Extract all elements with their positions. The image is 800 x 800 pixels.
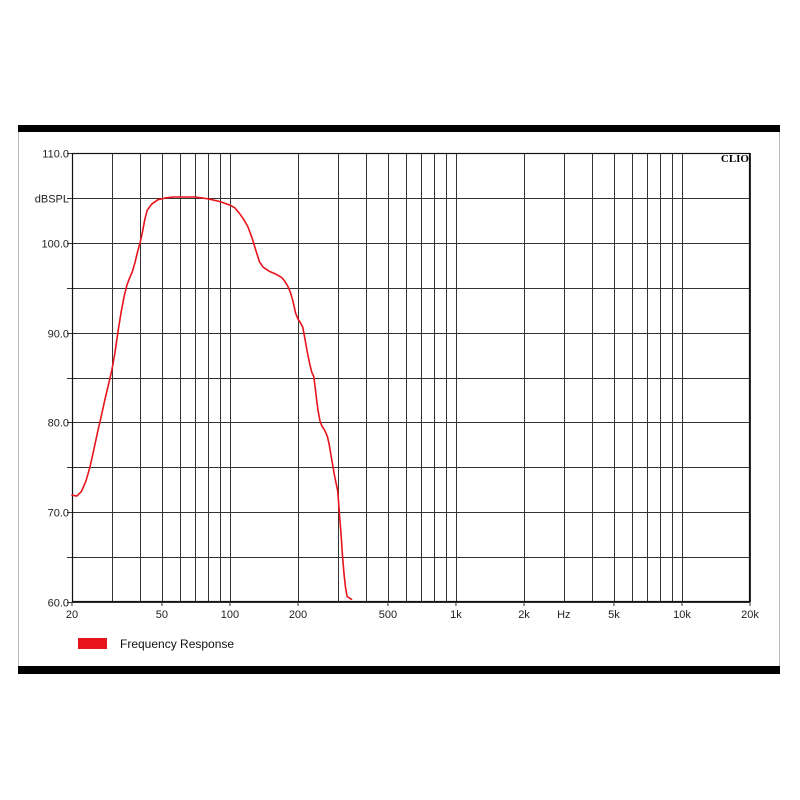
x-tick-label: 20k — [741, 609, 759, 621]
panel-background — [18, 125, 780, 674]
legend: Frequency Response — [78, 637, 234, 651]
y-tick-label: 70.0 — [48, 508, 69, 520]
x-tick-label: 5k — [608, 609, 620, 621]
series-line-frequency-response — [71, 196, 353, 601]
x-tick-label: 100 — [221, 609, 239, 621]
plot-frame — [71, 152, 751, 603]
top-border-bar — [18, 125, 780, 132]
y-tick-label: 90.0 — [48, 329, 69, 341]
legend-label: Frequency Response — [120, 637, 234, 651]
x-tick-label: 10k — [673, 609, 691, 621]
x-tick-label: 500 — [379, 609, 397, 621]
y-tick-label: 110.0 — [42, 149, 69, 161]
x-tick-label: 200 — [289, 609, 307, 621]
frequency-response-chart: 110.0 dBSPL 100.0 90.0 80.0 70.0 60.020 50 100 20… — [18, 125, 780, 674]
x-tick-label: 1k — [450, 609, 462, 621]
y-tick-label: 60.0 — [48, 598, 69, 610]
y-tick-label: 80.0 — [48, 418, 69, 430]
clio-brand-label: CLIO — [721, 153, 750, 165]
x-tick-label: 20 — [66, 609, 78, 621]
legend-swatch — [78, 638, 107, 649]
x-tick-label: 50 — [156, 609, 168, 621]
x-tick-label: 2k — [518, 609, 530, 621]
x-unit-label: Hz — [557, 609, 570, 621]
chart-panel: 110.0 dBSPL 100.0 90.0 80.0 70.0 60.0 20 50 100 20… — [18, 125, 780, 674]
y-tick-label: 100.0 — [41, 239, 69, 251]
bottom-border-bar — [18, 666, 780, 674]
axes: 110.0 dBSPL 100.0 90.0 80.0 70.0 60.020 50 100 20… — [35, 149, 760, 622]
series-layer — [71, 196, 353, 601]
y-tick-label: dBSPL — [35, 194, 69, 206]
